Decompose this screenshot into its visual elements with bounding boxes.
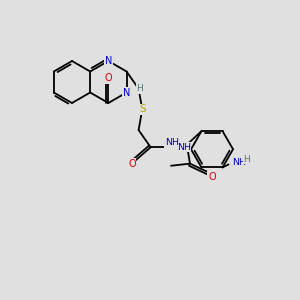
Text: N: N [105,56,112,66]
Text: H: H [136,84,143,93]
Text: H: H [243,155,250,164]
Text: O: O [208,172,216,182]
Text: O: O [128,159,136,169]
Text: O: O [105,73,112,83]
Text: NH: NH [177,143,190,152]
Text: NH: NH [232,158,247,167]
Text: S: S [139,104,146,114]
Text: NH: NH [165,138,179,147]
Text: N: N [123,88,130,98]
